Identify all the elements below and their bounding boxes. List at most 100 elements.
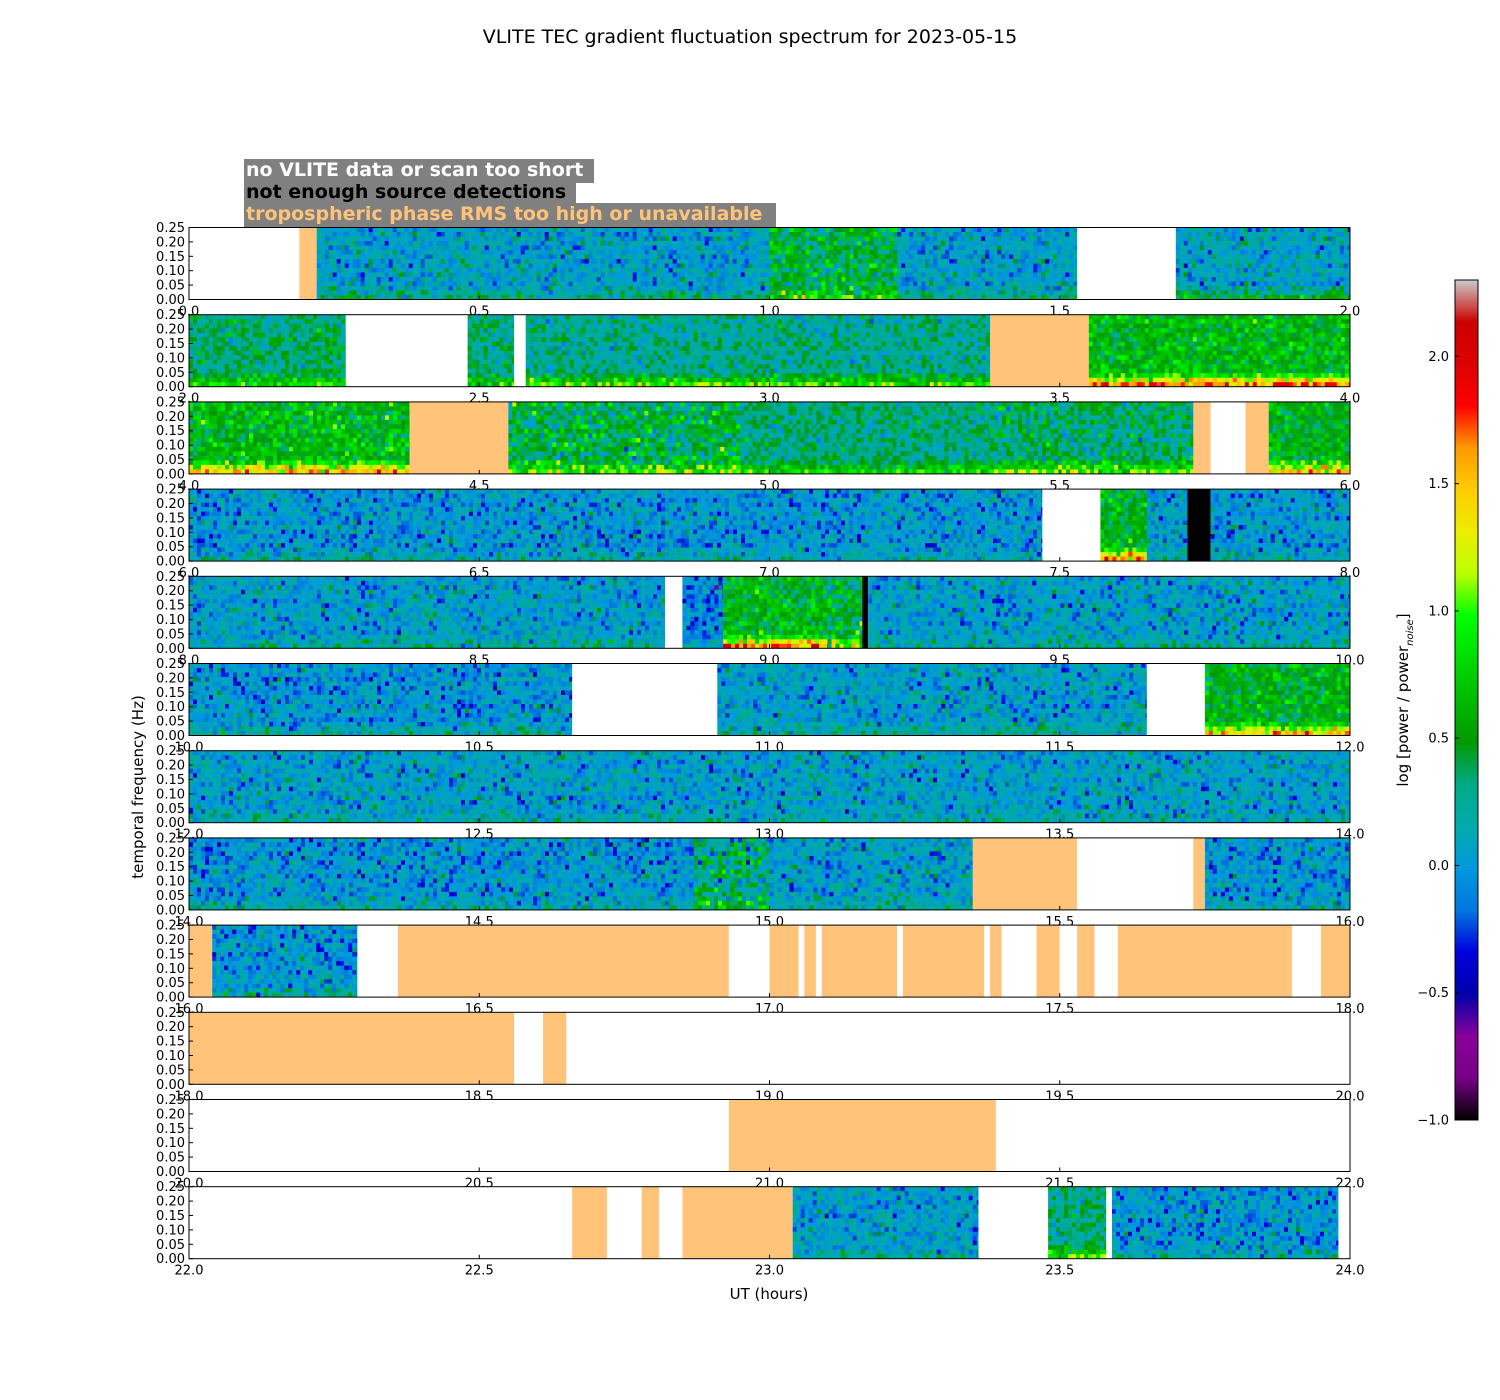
spectrum-cell [261,364,266,369]
spectrum-cell [520,286,525,291]
y-tick-label: 0.10 [156,264,185,279]
spectrum-cell [520,254,525,260]
spectrum-cell [696,268,701,273]
spectrum-cell [756,250,761,255]
spectrum-cell [605,355,610,360]
spectrum-cell [476,277,481,282]
spectrum-cell [901,286,906,291]
spectrum-segment [1175,227,1351,300]
spectrum-cell [1259,245,1265,251]
spectrum-cell [468,272,473,278]
spectrum-cell [672,277,677,282]
spectrum-cell [504,241,509,246]
spectrum-cell [337,355,342,360]
spectrum-cell [865,227,870,233]
spectrum-cell [360,227,365,233]
spectrum-cell [909,272,914,278]
spectrum-cell [412,290,417,296]
spectrum-cell [957,277,962,282]
spectrum-cell [973,227,978,233]
spectrum-cell [532,295,537,300]
spectrum-cell [821,268,826,273]
spectrum-cell [656,295,661,300]
spectrum-cell [752,232,757,237]
spectrum-cell [328,232,333,237]
spectrum-cell [997,250,1002,255]
spectrum-cell [652,268,657,273]
spectrum-cell [1335,250,1341,255]
spectrum-cell [265,328,270,333]
spectrum-cell [581,328,586,333]
spectrum-cell [917,281,922,287]
spectrum-cell [209,314,214,320]
spectrum-cell [652,272,657,278]
spectrum-cell [600,295,605,300]
spectrum-cell [945,277,950,282]
spectrum-cell [797,263,802,269]
spectrum-cell [491,373,496,378]
spectrum-cell [1001,241,1006,246]
spectrum-cell [1057,272,1062,278]
spectrum-cell [529,373,534,378]
spectrum-cell [732,295,737,300]
spectrum-cell [440,259,445,264]
spectrum-cell [897,263,902,269]
spectrum-cell [541,368,546,374]
spectrum-cell [225,337,230,342]
spectrum-cell [1211,290,1217,296]
spectrum-cell [1053,236,1058,242]
spectrum-cell [925,263,930,269]
spectrum-cell [321,341,326,347]
spectrum-cell [869,295,874,300]
spectrum-cell [624,254,629,260]
spectrum-cell [1203,286,1209,291]
spectrum-cell [809,236,814,242]
spectrum-cell [809,277,814,282]
spectrum-cell [464,268,469,273]
spectrum-cell [881,263,886,269]
spectrum-cell [205,368,210,374]
spectrum-cell [1291,295,1297,300]
spectrum-cell [568,245,573,251]
spectrum-cell [503,341,508,347]
spectrum-cell [1013,250,1018,255]
spectrum-cell [285,364,290,369]
spectrum-cell [1231,227,1237,233]
spectrum-cell [1191,232,1197,237]
spectrum-cell [553,341,558,347]
spectrum-cell [1029,250,1034,255]
spectrum-cell [213,359,218,365]
spectrum-cell [388,245,393,251]
spectrum-cell [769,232,774,237]
spectrum-cell [1187,259,1193,264]
spectrum-cell [593,364,598,369]
spectrum-cell [917,236,922,242]
spectrum-cell [585,341,590,347]
spectrum-cell [1191,290,1197,296]
spectrum-cell [396,290,401,296]
spectrum-cell [468,286,473,291]
spectrum-cell [285,314,290,320]
spectrum-cell [929,227,934,233]
spectrum-cell [941,245,946,251]
spectrum-cell [889,277,894,282]
spectrum-cell [484,263,489,269]
spectrum-cell [325,373,330,378]
spectrum-cell [1057,245,1062,251]
spectrum-cell [524,250,529,255]
spectrum-cell [584,277,589,282]
spectrum-cell [672,227,677,233]
spectrum-cell [857,295,862,300]
spectrum-cell [568,281,573,287]
spectrum-cell [620,254,625,260]
spectrum-cell [516,250,521,255]
spectrum-cell [1053,245,1058,251]
spectrum-cell [648,277,653,282]
spectrum-cell [913,241,918,246]
spectrum-cell [524,268,529,273]
spectrum-cell [316,259,321,264]
spectrum-cell [237,332,242,338]
spectrum-cell [329,359,334,365]
spectrum-cell [664,281,669,287]
spectrum-cell [456,277,461,282]
